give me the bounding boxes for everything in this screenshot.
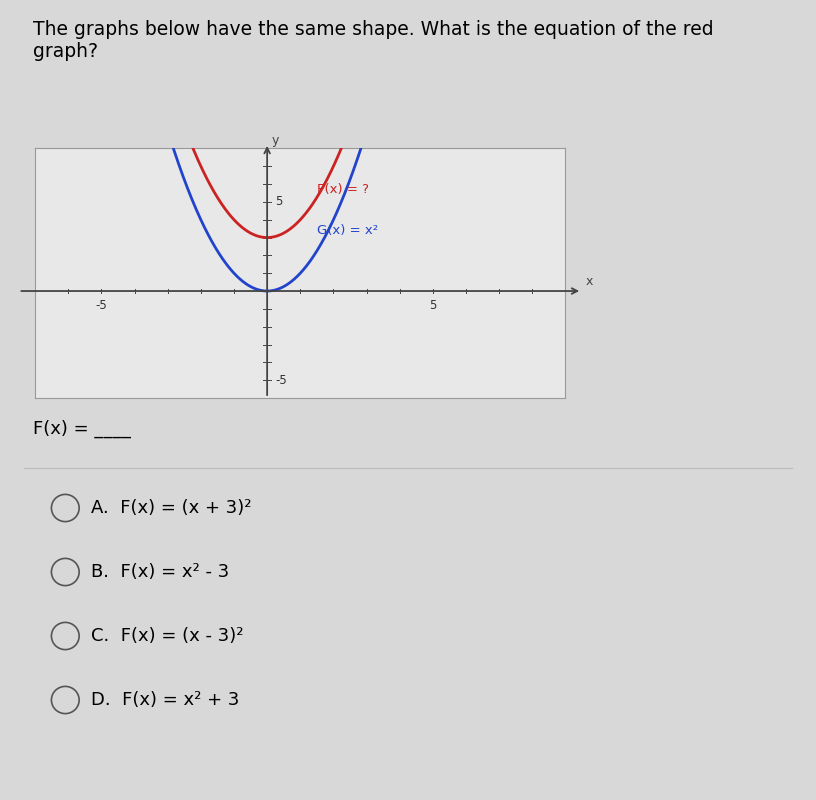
Text: F(x) = ____: F(x) = ____: [33, 420, 131, 438]
Text: The graphs below have the same shape. What is the equation of the red: The graphs below have the same shape. Wh…: [33, 20, 713, 39]
Text: C.  F(x) = (x - 3)²: C. F(x) = (x - 3)²: [91, 627, 244, 645]
Text: F(x) = ?: F(x) = ?: [317, 183, 369, 196]
Text: -5: -5: [95, 299, 107, 312]
Text: graph?: graph?: [33, 42, 98, 61]
Text: A.  F(x) = (x + 3)²: A. F(x) = (x + 3)²: [91, 499, 252, 517]
Text: D.  F(x) = x² + 3: D. F(x) = x² + 3: [91, 691, 240, 709]
Text: -5: -5: [276, 374, 287, 386]
Text: 5: 5: [429, 299, 437, 312]
Text: G(x) = x²: G(x) = x²: [317, 224, 378, 237]
Text: B.  F(x) = x² - 3: B. F(x) = x² - 3: [91, 563, 229, 581]
Text: 5: 5: [276, 195, 283, 208]
Text: y: y: [272, 134, 280, 146]
Text: x: x: [585, 275, 592, 288]
